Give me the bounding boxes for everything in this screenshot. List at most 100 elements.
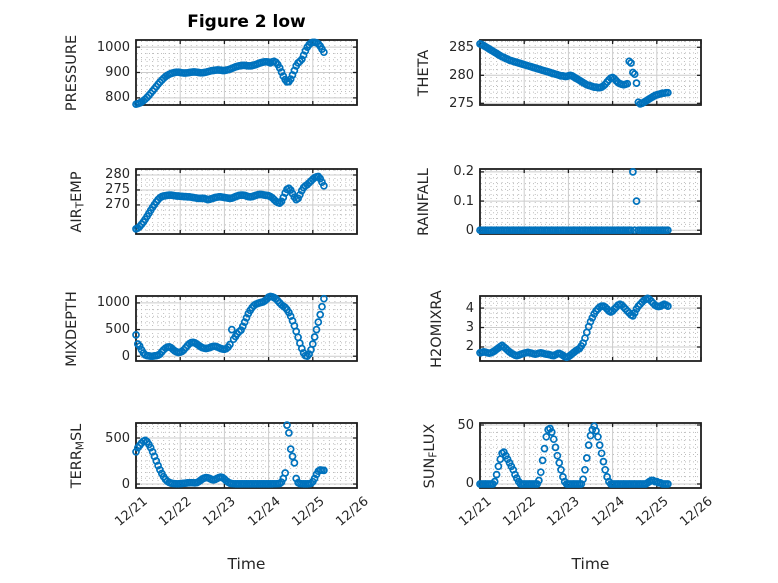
minor-grid: [137, 40, 356, 105]
data-point: [290, 459, 299, 467]
data-point: [285, 429, 293, 437]
subplot-pressure: [132, 38, 358, 109]
data-point: [536, 468, 545, 477]
y-tick-label: 0: [465, 476, 474, 492]
data-point: [540, 444, 549, 453]
data-point: [156, 465, 164, 474]
subplot-mixdepth: [132, 292, 358, 362]
y-tick-label: 0: [465, 222, 474, 238]
scatter-series-h2omixra: [476, 294, 672, 362]
data-point: [588, 313, 597, 322]
x-axis-label: Time: [227, 555, 266, 573]
data-point: [316, 310, 325, 319]
axes-frame: [479, 39, 702, 106]
data-point: [320, 466, 328, 475]
data-point: [627, 59, 635, 67]
data-point: [277, 478, 286, 487]
y-tick-label: 280: [449, 67, 474, 83]
data-point: [308, 340, 317, 348]
scatter-series-mixdepth: [132, 292, 328, 361]
data-point: [582, 454, 591, 462]
y-tick-label: 500: [105, 430, 130, 446]
y-axis-label-text: AIR: [69, 207, 85, 233]
data-point: [492, 470, 501, 479]
y-tick-label: 800: [105, 90, 130, 106]
major-grid: [481, 170, 700, 233]
y-axis-label-mixdepth: MIXDEPTH: [62, 259, 82, 399]
data-point: [310, 474, 319, 483]
data-point: [283, 421, 291, 429]
y-axis-label-text: SL: [69, 423, 85, 441]
y-tick-label: 2: [465, 339, 474, 355]
y-tick-label: 270: [105, 197, 130, 213]
y-axis-label-subscript: F: [427, 451, 440, 458]
data-point: [599, 457, 608, 466]
y-axis-label-air_temp: AIR T EMP: [67, 132, 87, 272]
data-point: [285, 184, 293, 193]
subplot-terr_msl: [132, 421, 358, 489]
y-tick-label: 0.1: [453, 193, 474, 209]
data-point: [285, 308, 293, 317]
y-axis-label-theta: THETA: [414, 3, 434, 143]
y-tick-label: 1000: [96, 39, 130, 55]
scatter-series-theta: [476, 40, 672, 108]
data-point: [226, 340, 234, 349]
y-axis-label-text: RAINFALL: [416, 167, 432, 236]
data-point: [132, 331, 140, 339]
data-point: [281, 469, 290, 477]
axes-frame: [135, 168, 358, 235]
data-point: [240, 318, 249, 326]
axes-frame: [479, 295, 702, 362]
x-axis-label: Time: [571, 555, 610, 573]
scatter-series-pressure: [132, 38, 328, 109]
y-tick-label: 280: [105, 167, 130, 183]
y-axis-label-h2omixra: H2OMIXRA: [427, 259, 447, 399]
y-axis-label-text: PRESSURE: [64, 34, 80, 111]
subplot-rainfall: [476, 168, 702, 235]
data-point: [286, 75, 295, 83]
data-point: [299, 51, 308, 60]
y-tick-label: 1000: [96, 295, 130, 311]
major-grid: [481, 41, 700, 104]
minor-grid: [481, 424, 700, 487]
data-point: [275, 199, 284, 207]
data-point: [629, 168, 637, 176]
data-point: [312, 325, 321, 334]
data-point: [597, 449, 606, 458]
subplot-sun_flux: [476, 422, 702, 489]
scatter-series-rainfall: [476, 168, 672, 235]
data-point: [318, 302, 326, 311]
y-axis-label-text: TERR: [69, 449, 85, 488]
data-point: [664, 88, 672, 97]
data-point: [146, 443, 155, 452]
data-point: [535, 476, 543, 485]
y-tick-label: 275: [449, 95, 474, 111]
y-tick-label: 900: [105, 65, 130, 80]
data-point: [601, 465, 610, 474]
data-point: [288, 452, 297, 461]
data-point: [296, 190, 304, 199]
data-point: [579, 475, 587, 484]
data-point: [277, 197, 286, 206]
data-point: [547, 428, 556, 436]
data-point: [595, 441, 604, 449]
data-point: [154, 461, 162, 470]
y-tick-label: 4: [465, 300, 474, 316]
data-point: [632, 79, 641, 87]
data-point: [555, 458, 564, 467]
subplot-theta: [476, 39, 702, 108]
scatter-series-sun_flux: [476, 422, 672, 488]
data-point: [237, 326, 245, 334]
data-point: [623, 79, 632, 88]
scatter-series-air_temp: [132, 172, 328, 233]
data-point: [135, 342, 144, 350]
y-axis-label-text: EMP: [69, 170, 85, 202]
data-point: [286, 445, 295, 453]
data-point: [490, 477, 499, 486]
data-point: [553, 451, 562, 460]
y-axis-label-text: MIXDEPTH: [64, 290, 80, 367]
y-tick-label: 275: [105, 182, 130, 198]
data-point: [297, 55, 306, 64]
y-axis-label-rainfall: RAINFALL: [414, 132, 434, 272]
